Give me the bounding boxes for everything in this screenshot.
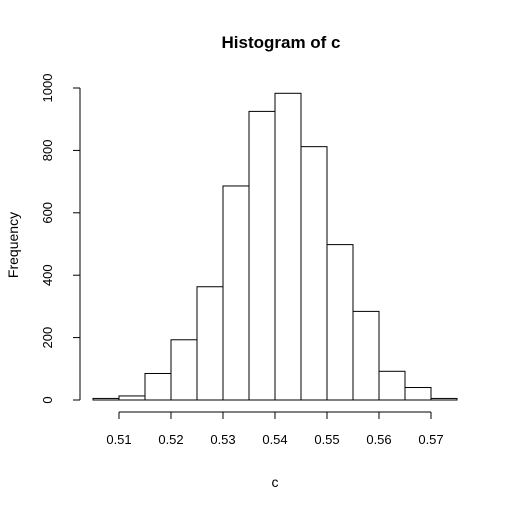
histogram-bar (430, 397, 458, 401)
histogram-bar (378, 370, 406, 401)
histogram-bar (274, 92, 302, 401)
histogram-bar (144, 372, 172, 401)
histogram-bar (300, 146, 328, 401)
x-axis-label: c (272, 474, 279, 490)
x-axis: 0.51 0.52 0.53 0.54 0.55 0.56 0.57 (106, 411, 444, 447)
histogram-bar (196, 286, 224, 401)
histogram-bar (222, 185, 250, 401)
x-tick-label: 0.57 (418, 432, 443, 447)
x-tick-label: 0.55 (314, 432, 339, 447)
histogram-bar (92, 397, 120, 401)
bars-group (92, 92, 458, 401)
histogram-bar (170, 339, 198, 401)
histogram-bar (248, 110, 276, 401)
histogram-bar (352, 310, 380, 401)
histogram-bar (326, 244, 354, 401)
histogram-bar (404, 387, 432, 401)
x-tick-label: 0.51 (106, 432, 131, 447)
x-tick-label: 0.52 (158, 432, 183, 447)
y-tick-label: 1000 (40, 74, 55, 103)
x-tick-label: 0.53 (210, 432, 235, 447)
y-tick-label: 200 (40, 327, 55, 349)
y-tick-label: 400 (40, 264, 55, 286)
y-tick-label: 600 (40, 202, 55, 224)
y-axis: 0 200 400 600 800 1000 (40, 74, 81, 404)
y-axis-label: Frequency (5, 212, 21, 278)
y-tick-label: 0 (40, 396, 55, 403)
x-tick-label: 0.54 (262, 432, 287, 447)
histogram-bar (118, 395, 146, 401)
chart-title: Histogram of c (221, 33, 340, 52)
y-tick-label: 800 (40, 140, 55, 162)
x-tick-label: 0.56 (366, 432, 391, 447)
